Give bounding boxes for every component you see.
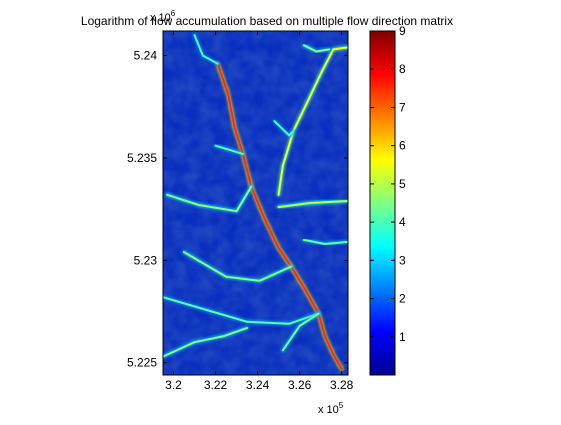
channel-sw-branch xyxy=(163,326,249,358)
channel-top-right-branch xyxy=(302,44,331,53)
x-tick-label: 3.24 xyxy=(246,378,270,392)
channel-east-branch xyxy=(277,200,348,209)
channel-mid-branch xyxy=(214,144,244,155)
colorbar-tick-label: 9 xyxy=(399,24,406,38)
channel-top-left-branch xyxy=(193,34,219,65)
channel-mid-east-branch xyxy=(273,120,295,137)
colorbar-tick-label: 2 xyxy=(399,292,406,306)
x-axis: 3.2 3.22 3.24 3.26 3.28 xyxy=(165,31,354,392)
colorbar-ticks: 1 2 3 4 5 6 7 8 9 xyxy=(370,24,406,344)
colorbar-tick-label: 4 xyxy=(399,215,406,229)
channel-ne-trunk xyxy=(277,46,348,196)
x-exponent-label: x 105 xyxy=(318,401,344,416)
channel-west-branch-3 xyxy=(163,296,320,325)
channel-east-branch-2 xyxy=(302,238,348,245)
colorbar: 1 2 3 4 5 6 7 8 9 xyxy=(369,24,406,376)
plot-frame xyxy=(162,30,349,376)
channel-west-branch-1 xyxy=(166,185,253,213)
flow-channels xyxy=(163,32,348,372)
colorbar-tick-label: 1 xyxy=(399,330,406,344)
y-tick-label: 5.235 xyxy=(127,151,157,165)
y-axis: 5.24 5.235 5.23 5.225 xyxy=(127,49,348,370)
chart-title: Logarithm of flow accumulation based on … xyxy=(81,14,453,28)
colorbar-tick-label: 6 xyxy=(399,139,406,153)
colorbar-tick-label: 5 xyxy=(399,177,406,191)
x-tick-label: 3.28 xyxy=(330,378,354,392)
plot-area xyxy=(162,30,349,376)
x-tick-label: 3.26 xyxy=(288,378,312,392)
y-tick-label: 5.225 xyxy=(127,356,157,370)
colorbar-gradient xyxy=(369,30,396,376)
colorbar-tick-label: 7 xyxy=(399,100,406,114)
y-exponent-label: x 106 xyxy=(150,9,176,24)
y-tick-label: 5.24 xyxy=(134,49,158,63)
y-tick-label: 5.23 xyxy=(134,253,158,267)
x-tick-label: 3.22 xyxy=(204,378,228,392)
channel-south-branch xyxy=(281,312,320,352)
channel-west-branch-2 xyxy=(183,251,293,282)
channel-main-stem xyxy=(216,62,343,370)
x-tick-label: 3.2 xyxy=(165,378,182,392)
colorbar-tick-label: 3 xyxy=(399,253,406,267)
colorbar-tick-label: 8 xyxy=(399,62,406,76)
